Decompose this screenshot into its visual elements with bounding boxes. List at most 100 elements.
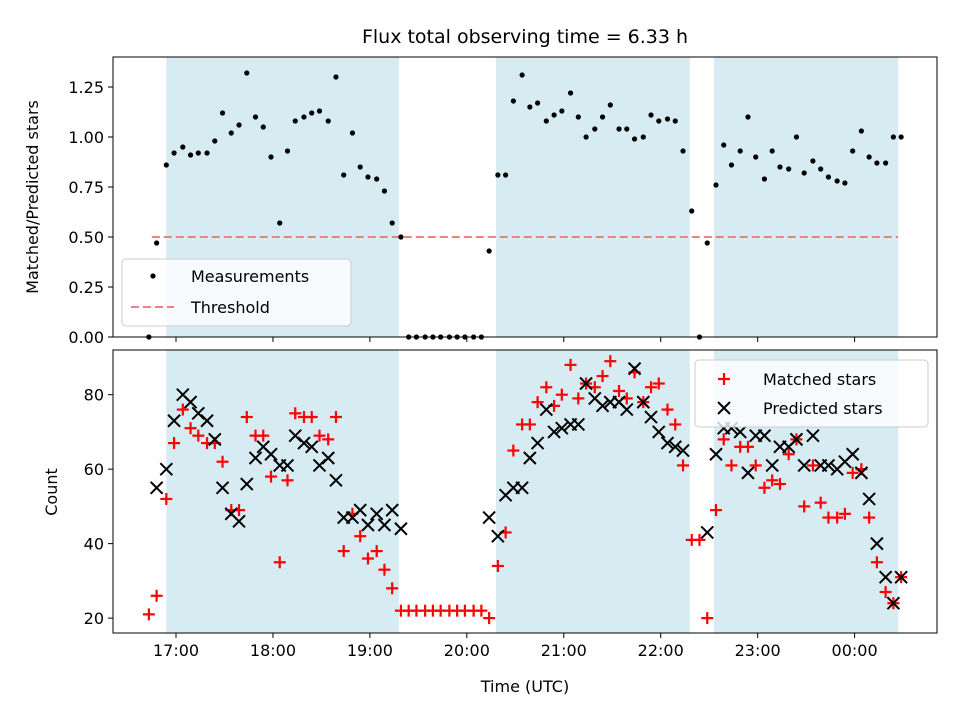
xtick-label-3: 20:00	[444, 641, 490, 660]
counts-series0-point-69	[701, 612, 714, 625]
ratio-series0-point-65	[672, 118, 678, 124]
ratio-series0-point-91	[883, 160, 889, 166]
counts-series0-point-86	[838, 507, 851, 520]
counts-series1-point-28	[377, 518, 392, 532]
counts-series1-point-56	[700, 525, 714, 540]
ratio-series0-point-75	[753, 154, 759, 160]
counts-series1-point-26	[361, 518, 375, 532]
ratio-series0-point-64	[664, 116, 671, 122]
counts-series0-point-5	[184, 422, 197, 435]
counts-series0-point-21	[313, 429, 326, 442]
counts-panel: 20 40 60 80 17:00 18:00 19:00 20:00 21:00 22:00 2…	[42, 349, 938, 660]
counts-series1-point-29	[385, 503, 399, 517]
ratio-series0-point-31	[398, 234, 404, 240]
counts-series1-point-25	[353, 503, 367, 517]
counts-series1-point-16	[280, 458, 295, 473]
counts-series0-point-30	[386, 582, 399, 595]
counts-series0-point-9	[216, 455, 229, 468]
counts-series0-point-23	[329, 411, 342, 424]
counts-series1-point-6	[200, 414, 214, 428]
counts-series0-point-91	[879, 586, 892, 599]
counts-series1-point-80	[894, 570, 908, 584]
counts-series0-point-71	[717, 433, 730, 446]
counts-series1-point-51	[644, 410, 658, 424]
ratio-series0-point-52	[567, 90, 574, 96]
ratio-ytick-label-3: 0.75	[68, 178, 104, 197]
counts-series0-point-6	[192, 429, 205, 442]
xtick-label-6: 23:00	[735, 641, 781, 660]
counts-series0-point-81	[798, 500, 811, 513]
ratio-series0-point-51	[559, 108, 565, 114]
ratio-ytick-label-0: 0.00	[68, 328, 104, 347]
ratio-ytick-label-1: 0.25	[68, 278, 104, 297]
ratio-series0-point-9	[219, 110, 226, 116]
counts-series0-point-77	[766, 474, 779, 487]
counts-series1-point-74	[845, 447, 860, 461]
ratio-series0-point-3	[171, 150, 177, 156]
ratio-series0-point-20	[309, 110, 315, 116]
counts-series0-point-4	[176, 403, 189, 416]
xtick-label-1: 18:00	[250, 641, 296, 660]
counts-series0-point-76	[758, 481, 771, 494]
counts-series0-point-65	[669, 418, 682, 431]
ratio-series0-point-89	[866, 154, 872, 160]
counts-series1-point-63	[757, 428, 772, 443]
counts-series0-point-56	[596, 370, 609, 383]
ratio-series0-point-47	[527, 104, 533, 110]
ratio-series0-point-80	[793, 134, 800, 140]
ratio-series0-point-78	[777, 164, 783, 170]
ratio-series0-point-4	[180, 144, 186, 150]
counts-series0-point-42	[483, 612, 496, 625]
counts-series0-point-26	[354, 530, 367, 543]
counts-series0-point-82	[806, 459, 819, 472]
counts-series0-point-90	[870, 556, 883, 569]
counts-series0-point-18	[289, 407, 302, 420]
ratio-series0-point-45	[510, 98, 516, 104]
ratio-series0-point-70	[713, 182, 719, 188]
ratio-series0-point-7	[204, 150, 210, 156]
counts-series0-point-15	[265, 470, 278, 483]
counts-series1-point-68	[797, 458, 811, 473]
ratio-series0-point-12	[244, 70, 250, 76]
counts-series1-point-30	[394, 522, 408, 536]
ratio-series0-point-21	[316, 108, 323, 114]
counts-series1-point-2	[167, 414, 181, 428]
xtick-label-0: 17:00	[153, 641, 199, 660]
x-axis-label: Time (UTC)	[480, 677, 569, 696]
ratio-series0-point-43	[495, 172, 501, 178]
counts-series1-point-14	[264, 447, 278, 461]
ratio-series0-point-18	[292, 118, 298, 124]
ratio-series0-point-44	[503, 172, 509, 178]
ratio-series0-point-28	[374, 176, 380, 182]
counts-series0-point-57	[604, 355, 617, 368]
ratio-series0-point-54	[583, 134, 589, 140]
counts-series1-point-79	[886, 596, 901, 610]
counts-series1-point-12	[248, 451, 263, 465]
counts-series1-point-64	[765, 458, 779, 473]
ratio-shaded-interval-1	[495, 57, 690, 337]
counts-series0-point-17	[281, 474, 294, 487]
xtick-label-2: 19:00	[347, 641, 393, 660]
ratio-series0-point-16	[277, 220, 283, 226]
counts-series1-point-36	[523, 451, 537, 465]
counts-series1-point-27	[369, 507, 384, 521]
ratio-series0-point-58	[616, 126, 622, 132]
ratio-series0-point-56	[599, 114, 606, 120]
counts-series1-point-67	[789, 432, 804, 447]
ratio-panel: 0.00 0.25 0.50 0.75 1.00 1.25 Matched/Predict…	[23, 56, 938, 347]
counts-series0-point-70	[709, 504, 722, 517]
counts-series0-point-63	[652, 377, 665, 390]
ratio-series0-point-90	[874, 160, 880, 166]
ratio-series0-point-15	[268, 154, 274, 160]
counts-series1-point-22	[329, 473, 343, 488]
ratio-series0-point-71	[721, 142, 727, 148]
counts-ytick-label-0: 20	[84, 609, 104, 628]
ratio-series0-point-19	[301, 114, 307, 120]
counts-series1-point-76	[862, 492, 876, 506]
counts-series0-point-0	[142, 608, 155, 621]
counts-series1-point-75	[854, 466, 869, 480]
counts-series1-point-10	[232, 514, 246, 528]
counts-series0-point-47	[523, 418, 536, 431]
ratio-series0-point-92	[890, 134, 896, 140]
counts-series1-point-78	[878, 570, 893, 584]
